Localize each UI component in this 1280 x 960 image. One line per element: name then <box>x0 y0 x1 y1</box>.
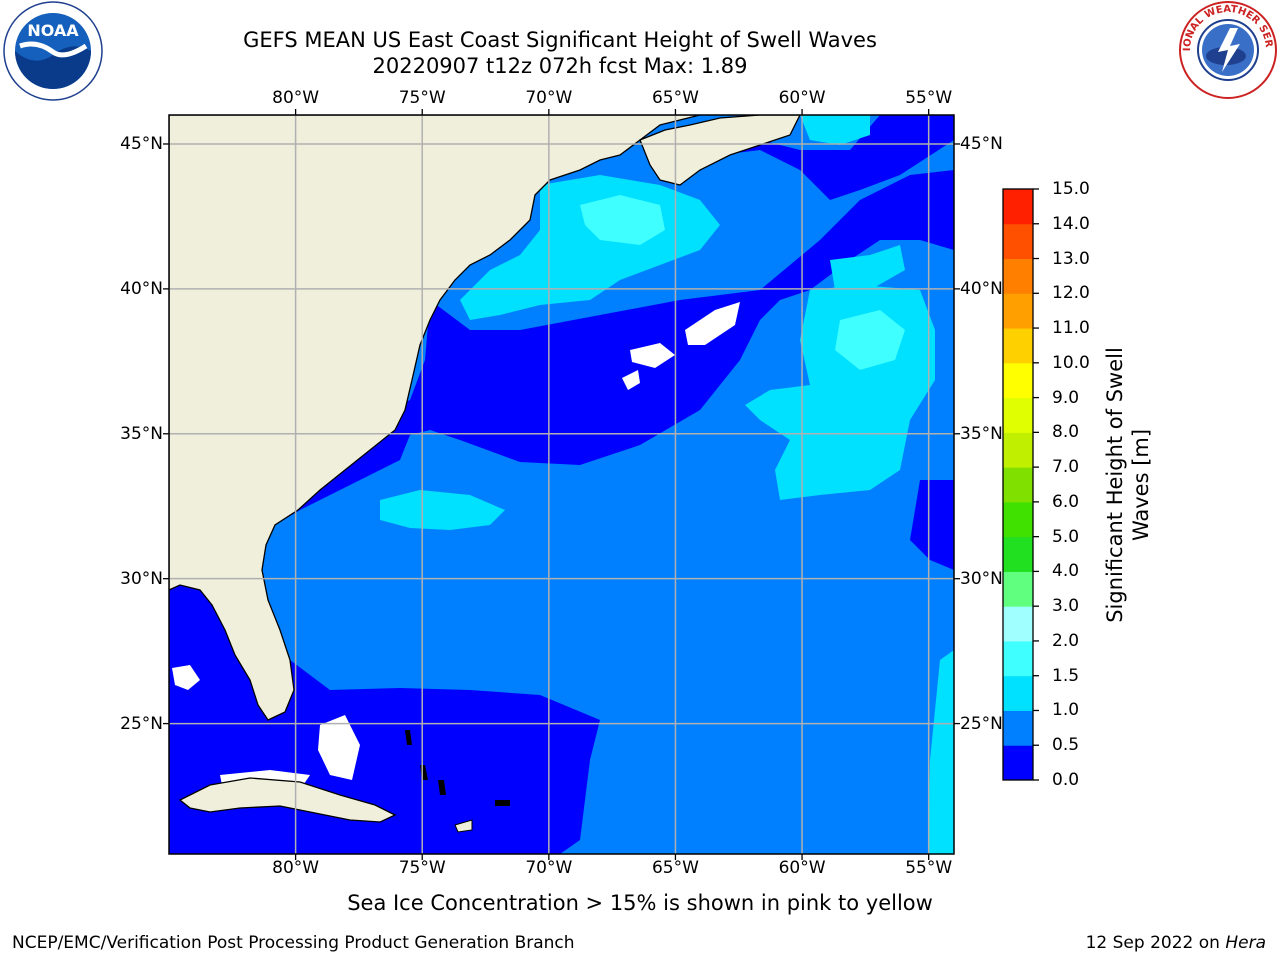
no-data-patch-gulf-stream <box>685 302 740 345</box>
colorbar-segment <box>1003 501 1033 538</box>
colorbar-segment <box>1003 362 1033 399</box>
colorbar-tick-label: 10.0 <box>1052 352 1090 373</box>
colorbar-segment <box>1003 745 1033 781</box>
colorbar-tick-label: 9.0 <box>1052 387 1080 408</box>
swell-zone-low-north <box>268 170 954 525</box>
lat-label-right: 25°N <box>960 713 1003 734</box>
swell-zone-south-carolina <box>380 490 505 530</box>
nws-logo: NATIONAL WEATHER SERVICE <box>1178 0 1277 99</box>
colorbar-tick-label: 13.0 <box>1052 248 1090 269</box>
svg-text:NOAA: NOAA <box>27 21 79 40</box>
lat-label-right: 45°N <box>960 133 1003 154</box>
lat-label-left: 45°N <box>120 133 163 154</box>
lon-label-top: 65°W <box>651 88 699 108</box>
colorbar-tick-label: 14.0 <box>1052 213 1090 234</box>
lat-label-right: 30°N <box>960 568 1003 589</box>
swell-zone-peak-bermuda <box>835 310 905 370</box>
lat-label-left: 25°N <box>120 713 163 734</box>
noaa-logo: NOAA <box>3 1 103 101</box>
colorbar-title-line2: Waves [m] <box>1129 428 1153 542</box>
colorbar-title-line1: Significant Height of Swell <box>1103 347 1127 623</box>
lon-label-bottom: 75°W <box>398 858 446 878</box>
colorbar-segment <box>1003 640 1033 677</box>
swell-zone-northeast <box>800 115 870 145</box>
lon-label-top: 70°W <box>525 88 573 108</box>
lat-label-right: 40°N <box>960 278 1003 299</box>
lon-label-top: 60°W <box>778 88 826 108</box>
colorbar-tick-label: 2.0 <box>1052 630 1080 651</box>
lat-label-left: 30°N <box>120 568 163 589</box>
no-data-patch-gulf-stream-2 <box>630 343 675 368</box>
lon-label-top: 75°W <box>398 88 446 108</box>
swell-zone-east-edge <box>928 650 954 854</box>
colorbar-tick-label: 3.0 <box>1052 596 1080 617</box>
no-data-patch-bahamas <box>318 715 360 780</box>
colorbar-tick-label: 7.0 <box>1052 457 1080 478</box>
colorbar-segment <box>1003 467 1033 503</box>
map-title: GEFS MEAN US East Coast Significant Heig… <box>243 28 877 52</box>
lon-label-bottom: 80°W <box>272 858 320 878</box>
colorbar-tick-label: 0.0 <box>1052 770 1080 790</box>
lat-label-right: 35°N <box>960 423 1003 444</box>
colorbar-tick-label: 5.0 <box>1052 526 1080 547</box>
colorbar-segment <box>1003 432 1033 468</box>
colorbar-segment <box>1003 328 1033 364</box>
swell-zone-low-northeast <box>680 115 954 200</box>
land-puerto-rico <box>454 819 473 833</box>
colorbar-tick-label: 11.0 <box>1052 318 1090 339</box>
lat-label-left: 35°N <box>120 423 163 444</box>
lat-label-left: 40°N <box>120 278 163 299</box>
colorbar-segment <box>1003 189 1033 225</box>
colorbar-segment <box>1003 293 1033 329</box>
land-maritimes <box>639 115 801 186</box>
colorbar-segment <box>1003 710 1033 746</box>
lon-label-top: 80°W <box>272 88 320 108</box>
colorbar-tick-label: 4.0 <box>1052 561 1080 582</box>
swell-zone-low-east-edge <box>910 480 954 570</box>
swell-zone-bermuda-east-north <box>830 245 905 290</box>
lon-label-top: 55°W <box>905 88 953 108</box>
colorbar-tick-label: 0.5 <box>1052 735 1080 756</box>
map-ticks <box>163 109 960 860</box>
land-cuba <box>178 777 397 823</box>
colorbar-tick-label: 15.0 <box>1052 179 1090 199</box>
map-gridlines <box>169 115 954 854</box>
lon-label-bottom: 55°W <box>905 858 953 878</box>
colorbar-frame <box>1002 188 1034 781</box>
no-data-patch-gulf-stream-3 <box>622 370 640 390</box>
colorbar-segment <box>1003 571 1033 607</box>
lon-label-bottom: 65°W <box>651 858 699 878</box>
map-subtitle-forecast: 20220907 t12z 072h fcst Max: 1.89 <box>372 54 748 78</box>
colorbar-tick-label: 6.0 <box>1052 491 1080 512</box>
footer-date: 12 Sep 2022 on Hera <box>1086 933 1266 953</box>
colorbar-segment <box>1003 536 1033 572</box>
colorbar <box>1003 188 1039 781</box>
colorbar-segment <box>1003 223 1033 260</box>
swell-zone-peak-gulf-of-maine <box>580 195 665 245</box>
sea-ice-note: Sea Ice Concentration > 15% is shown in … <box>347 891 933 915</box>
colorbar-segment <box>1003 397 1033 433</box>
colorbar-tick-label: 1.5 <box>1052 665 1080 686</box>
colorbar-tick-label: 1.0 <box>1052 700 1080 721</box>
colorbar-segment <box>1003 675 1033 711</box>
land-us-east-coast <box>169 115 701 721</box>
colorbar-segment <box>1003 606 1033 642</box>
colorbar-tick-label: 8.0 <box>1052 422 1080 443</box>
map-frame <box>168 114 955 855</box>
no-data-patch-florida-west <box>172 665 200 690</box>
lon-label-bottom: 60°W <box>778 858 826 878</box>
lon-label-bottom: 70°W <box>525 858 573 878</box>
footer-date-text: 12 Sep 2022 on <box>1085 933 1226 953</box>
colorbar-tick-label: 12.0 <box>1052 283 1090 304</box>
colorbar-segment <box>1003 258 1033 294</box>
footer-credit: NCEP/EMC/Verification Post Processing Pr… <box>12 933 575 953</box>
footer-host: Hera <box>1225 933 1266 953</box>
